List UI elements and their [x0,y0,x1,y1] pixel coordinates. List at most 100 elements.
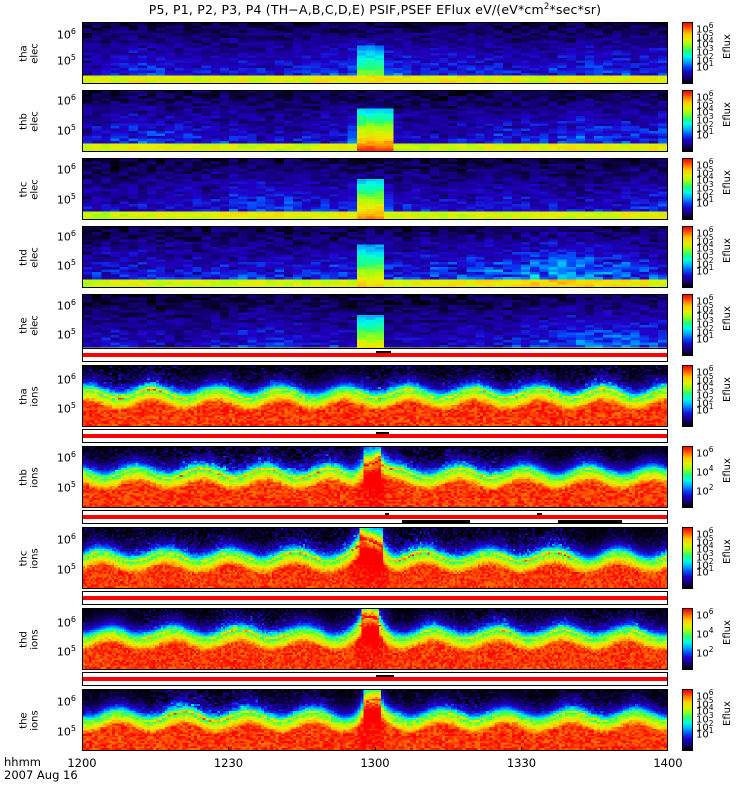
colorbar-tick-exponent: 6 [708,89,714,98]
figure-title-a: P5, P1, P2, P3, P4 (TH−A,B,C,D,E) PSIF,P… [148,2,544,18]
ytick-the-ions-1: 105 [56,724,76,739]
colorbar-tick-exponent: 1 [708,564,714,574]
colorbar-tick-exponent: 5 [708,232,714,242]
colorbar-tick-label: 104 [696,240,714,255]
colorbar-tick-label: 103 [696,316,714,331]
ytick-tha-elec-0: 106 [56,27,76,43]
colorbar-title-thc-elec: Eflux [721,169,733,195]
colorbar-tick-label: 105 [696,28,714,44]
colorbar-tick-exponent: 3 [708,44,714,54]
colorbar-tick-label: 102 [696,51,714,67]
status-bar-stripe [83,353,667,357]
colorbar-gradient [683,447,692,507]
colorbar-tick-exponent: 2 [708,718,714,728]
colorbar-gradient [683,227,692,287]
colorbar-tick-label: 103 [696,711,714,726]
ytick-tha-elec-1: 105 [56,53,76,69]
ytick-thc-ions-0: 106 [56,532,76,548]
panel-label-line2: ions [29,467,40,488]
panel-label-line1: the [18,712,30,729]
status-bar-mark [376,350,391,353]
colorbar-tick-label: 105 [696,96,714,112]
plot-the-elec [82,294,668,356]
colorbar-tick-label: 104 [696,626,714,641]
ytick-tha-ions-1: 105 [56,401,76,417]
colorbar-tick-label: 103 [696,387,714,402]
colorbar-tick-exponent: 3 [708,316,714,326]
spectrogram-thd-elec [83,227,667,287]
panel-label-line1: thc [18,550,30,567]
ytick-thd-ions-0: 106 [56,614,76,630]
colorbar-tick-exponent: 1 [708,331,714,341]
colorbar-tick-label: 101 [696,402,714,417]
panel-label-thb-ions: thb ions [18,437,41,519]
colorbar-gradient [683,366,692,426]
colorbar-tick-exponent: 4 [708,379,714,389]
colorbar-tick-exponent: 4 [708,626,714,636]
xaxis-label-date: 2007 Aug 16 [4,768,78,782]
colorbar-thd-elec [682,226,693,288]
status-bar-thb-ions [82,429,668,443]
colorbar-tick-exponent: 5 [708,371,714,381]
colorbar-tick-label: 106 [696,157,714,172]
colorbar-thb-ions [682,446,693,508]
plot-thb-ions [82,446,668,508]
colorbar-ticks-tha-ions: 106 105 104 103 102 101 [696,365,726,427]
colorbar-tick-exponent: 4 [708,104,714,114]
colorbar-ticks-the-ions: 106 105 104 103 102 101 [696,689,726,751]
ytick-the-elec-0: 106 [56,297,76,313]
ytick-exponent: 6 [70,450,76,460]
xtick-label-1230: 1230 [213,756,244,770]
plot-tha-ions [82,365,668,427]
colorbar-title-tha-elec: Eflux [721,33,733,59]
ytick-exponent: 6 [70,614,76,624]
colorbar-tick-exponent: 6 [708,157,714,166]
xtick-label-1200: 1200 [67,756,97,770]
status-bar-mark [376,431,389,434]
status-bar-stripe [83,515,667,519]
status-bar-the-ions [82,672,668,686]
ytick-thc-ions-1: 105 [56,562,76,577]
colorbar-gradient [683,295,692,355]
ytick-thb-ions-1: 105 [56,479,76,495]
colorbar-tick-exponent: 5 [708,533,714,543]
colorbar-thb-elec [682,90,693,152]
ytick-exponent: 5 [70,562,76,572]
xtick-mark [228,747,229,751]
panel-label-thd-ions: thd ions [19,599,41,681]
plot-thc-ions [82,527,668,589]
colorbar-tick-label: 103 [696,180,714,195]
colorbar-thd-ions [682,608,693,670]
colorbar-tick-label: 104 [696,104,714,119]
xaxis-label: hhmm 2007 Aug 16 [4,756,78,782]
plot-thd-ions [82,608,668,670]
panel-label-the-elec: the elec [18,285,41,367]
colorbar-tick-exponent: 2 [708,483,714,493]
colorbar-tick-exponent: 2 [708,394,714,404]
colorbar-tick-label: 106 [696,21,714,36]
colorbar-ticks-thb-ions: 106 104 102 [696,446,726,508]
colorbar-tick-label: 103 [696,112,714,127]
colorbar-tick-exponent: 4 [708,703,714,713]
spectrogram-thb-elec [83,91,667,151]
status-bar-mark [384,512,390,515]
colorbar-tick-exponent: 6 [708,526,714,535]
colorbar-thc-ions [682,527,693,589]
xtick-mark [521,747,522,751]
panel-label-line2: ions [29,386,40,407]
colorbar-tick-exponent: 3 [708,549,714,559]
plot-the-ions [82,689,668,751]
panel-label-line1: the [18,317,30,334]
panel-label-line1: thb [18,469,30,486]
colorbar-title-tha-ions: Eflux [721,376,733,402]
ytick-thd-ions-1: 105 [56,644,76,660]
colorbar-tick-label: 106 [696,607,714,622]
colorbar-tha-ions [682,365,693,427]
colorbar-tick-exponent: 6 [708,293,714,302]
ytick-exponent: 5 [70,191,76,201]
colorbar-tick-exponent: 2 [708,255,714,265]
colorbar-tick-label: 103 [696,44,714,59]
colorbar-title-thb-ions: Eflux [721,457,733,483]
colorbar-tick-exponent: 4 [708,172,714,182]
